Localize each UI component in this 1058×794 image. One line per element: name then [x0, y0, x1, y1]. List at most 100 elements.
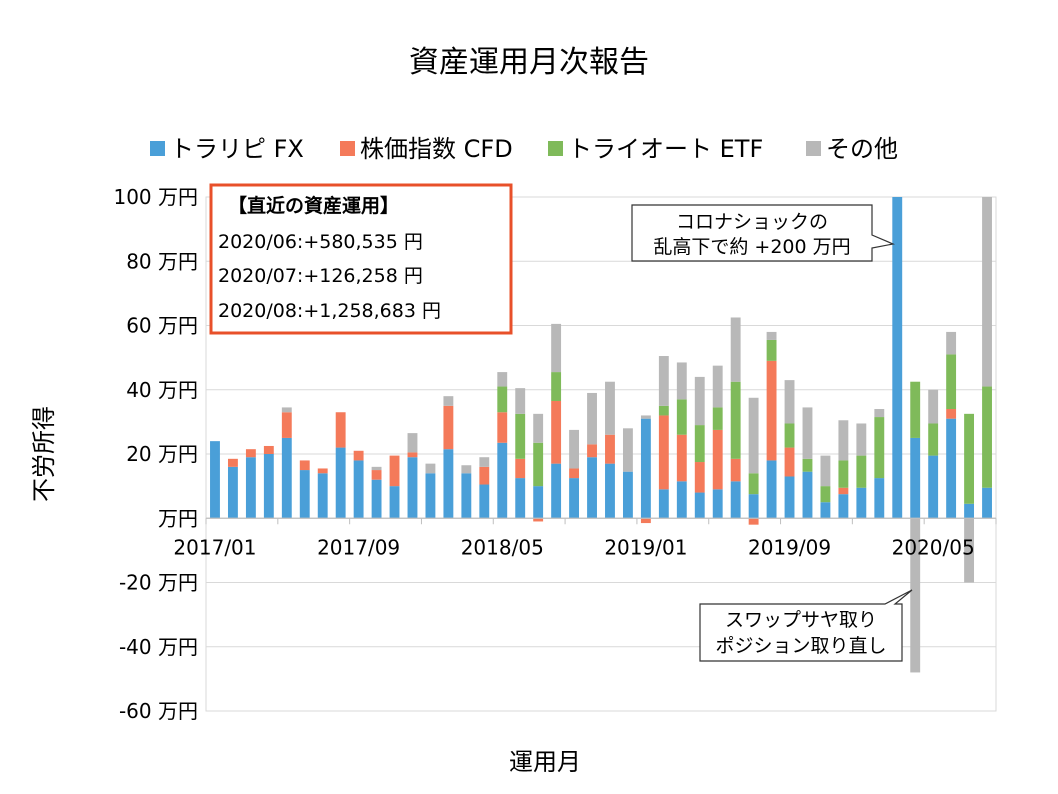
bar-segment [946, 331, 957, 355]
bar-segment [210, 441, 220, 519]
bar-segment [605, 463, 615, 519]
bar-segment [856, 487, 867, 519]
bar-segment [587, 457, 597, 519]
bar-segment [676, 399, 687, 435]
bar-segment [299, 460, 310, 471]
bar-segment [587, 444, 597, 458]
bar-segment [533, 518, 544, 522]
bar-segment [676, 481, 687, 519]
x-axis [205, 517, 997, 525]
bar-segment [730, 317, 741, 382]
recent-result-line: 2020/08:+1,258,683 円 [218, 300, 441, 322]
bar-segment [640, 518, 651, 524]
bar-segment [784, 380, 795, 424]
bar-segment [371, 466, 382, 471]
corona-callout-line: 乱高下で約 +200 万円 [653, 236, 850, 258]
bar-segment [551, 372, 562, 401]
bar-segment [892, 197, 903, 519]
bar-segment [748, 494, 759, 519]
bar-segment [982, 487, 992, 519]
bar-segment [910, 437, 921, 519]
bar-segment [497, 372, 508, 387]
recent-result-line: 2020/07:+126,258 円 [218, 265, 423, 287]
bar-segment [766, 460, 777, 519]
bar-segment [622, 428, 633, 472]
swap-callout-line: スワップサヤ取り [725, 609, 877, 631]
bar-segment [820, 502, 831, 519]
bar-segment [748, 397, 759, 474]
bar-segment [802, 458, 813, 472]
bar-segment [694, 376, 705, 426]
bar-segment [515, 388, 526, 414]
bar-segment [982, 386, 992, 488]
bar-segment [928, 423, 939, 456]
bar-segment [587, 392, 597, 445]
bar-segment [640, 418, 651, 519]
bar-segment [712, 489, 723, 519]
bar-segment [371, 470, 382, 480]
bar-segment [838, 420, 849, 461]
bar-segment [443, 405, 454, 450]
bar-segment [838, 487, 849, 495]
y-tick-label: -20 万円 [119, 571, 198, 595]
bar-segment [712, 365, 723, 408]
bar-segment [712, 407, 723, 430]
bar-segment [407, 457, 418, 519]
corona-callout-line: コロナショックの [676, 211, 828, 233]
bar-segment [640, 415, 651, 419]
bar-segment [874, 417, 885, 479]
bar-segment [569, 429, 580, 469]
bar-segment [371, 479, 382, 519]
bar-segment [443, 396, 454, 406]
legend-swatch [806, 141, 821, 156]
bar-segment [299, 470, 310, 519]
bar-segment [784, 423, 795, 448]
bar-segment [802, 407, 813, 459]
legend-swatch [548, 141, 563, 156]
bar-segment [766, 331, 777, 340]
legend-label: トライオート ETF [568, 135, 763, 163]
bar-segment [245, 449, 256, 458]
bar-segment [335, 412, 346, 448]
bar-segment [389, 455, 400, 487]
bar-segment [910, 381, 921, 438]
legend-swatch [150, 141, 165, 156]
corona-callout: コロナショックの 乱高下で約 +200 万円 [631, 204, 896, 262]
bar-segment [838, 460, 849, 488]
bar-segment [479, 466, 490, 485]
bar-segment [533, 486, 544, 519]
bar-segment [281, 437, 292, 519]
bar-segment [910, 518, 921, 673]
bar-segment [407, 452, 418, 458]
bar-segment [281, 407, 292, 413]
x-axis-title: 運用月 [509, 748, 581, 776]
x-tick-label: 2017/01 [173, 535, 256, 559]
bar-segment [515, 413, 526, 459]
y-tick-label: 20 万円 [126, 442, 198, 466]
bar-segment [820, 486, 831, 503]
bar-segment [676, 434, 687, 482]
legend-swatch [340, 141, 355, 156]
bar-segment [694, 425, 705, 463]
y-tick-label: 60 万円 [126, 314, 198, 338]
bar-segment [479, 457, 490, 467]
bar-segment [946, 418, 957, 519]
bar-segment [533, 442, 544, 487]
bar-segment [838, 494, 849, 519]
bar-segment [748, 518, 759, 525]
y-tick-label: 万円 [158, 506, 198, 530]
bar-segment [479, 484, 490, 519]
bar-segment [694, 492, 705, 519]
y-tick-label: -60 万円 [119, 699, 198, 723]
bar-segment [802, 471, 813, 519]
x-tick-label: 2017/09 [317, 535, 400, 559]
bar-segment [982, 197, 992, 387]
legend-item: トライオート ETF [548, 135, 763, 163]
bar-segment [784, 476, 795, 519]
bar-segment [766, 339, 777, 361]
recent-results-box: 【直近の資産運用】 2020/06:+580,535 円 2020/07:+12… [209, 183, 513, 335]
bar-segment [227, 466, 238, 519]
bar-segment [263, 454, 274, 519]
bar-segment [946, 354, 957, 410]
bar-segment [497, 442, 508, 519]
